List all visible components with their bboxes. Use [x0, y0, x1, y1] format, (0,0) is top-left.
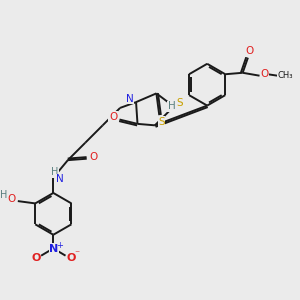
Text: ⁻: ⁻ [74, 249, 79, 259]
Text: N: N [126, 94, 134, 103]
Text: O: O [66, 253, 75, 263]
Text: S: S [158, 117, 165, 127]
Text: S: S [177, 98, 184, 108]
Text: O: O [7, 194, 16, 204]
Text: CH₃: CH₃ [278, 70, 293, 80]
Text: H: H [0, 190, 7, 200]
Text: O: O [245, 46, 254, 56]
Text: N: N [49, 244, 58, 254]
Text: O: O [109, 112, 117, 122]
Text: O: O [89, 152, 97, 162]
Text: O: O [31, 253, 40, 263]
Text: O: O [260, 69, 268, 79]
Text: H: H [168, 101, 176, 111]
Text: H: H [51, 167, 59, 177]
Text: N: N [56, 174, 64, 184]
Text: +: + [56, 241, 63, 250]
